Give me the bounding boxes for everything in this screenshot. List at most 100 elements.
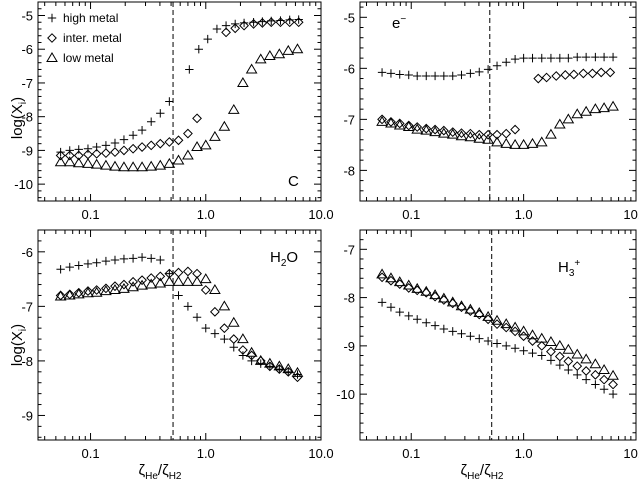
data-point <box>385 272 397 283</box>
data-point <box>284 367 293 377</box>
data-point <box>248 19 259 29</box>
data-point <box>56 265 65 274</box>
data-point <box>605 67 616 78</box>
data-point <box>230 23 241 34</box>
series-high-metal <box>56 253 302 379</box>
data-point <box>412 285 423 296</box>
data-point <box>482 133 494 144</box>
data-point <box>63 156 76 167</box>
y-tick-label: -8 <box>343 163 355 178</box>
data-point <box>100 159 112 170</box>
data-point <box>73 287 84 298</box>
xlabel-zeta: ζ <box>139 462 146 479</box>
data-point <box>119 254 129 264</box>
data-point <box>402 279 415 290</box>
data-point <box>492 319 502 330</box>
series-inter-metal <box>55 17 304 161</box>
data-point <box>293 370 302 379</box>
data-point <box>192 113 202 124</box>
data-point <box>385 117 397 128</box>
data-point <box>284 17 295 28</box>
data-point <box>154 159 167 170</box>
data-point <box>509 321 521 332</box>
xlabel-sub1: He <box>145 471 158 482</box>
data-point <box>475 67 484 77</box>
data-point <box>83 286 93 296</box>
data-point <box>128 131 138 140</box>
data-point <box>376 268 388 279</box>
data-point <box>109 160 121 171</box>
data-point <box>185 65 194 74</box>
ylabel-sub: i <box>18 102 29 104</box>
legend: high metal inter. metal low metal <box>46 11 122 65</box>
data-point <box>229 343 238 352</box>
data-point <box>411 282 424 293</box>
data-point <box>128 254 138 263</box>
data-point <box>101 283 111 294</box>
data-point <box>90 286 103 297</box>
data-point <box>91 148 102 159</box>
data-point <box>533 73 544 84</box>
data-point <box>560 70 571 80</box>
data-point <box>551 71 562 81</box>
data-point <box>73 150 84 161</box>
y-tick-label: -7 <box>21 76 33 91</box>
data-point <box>127 161 139 172</box>
data-point <box>136 161 148 172</box>
data-point <box>165 97 174 106</box>
data-point <box>448 327 457 336</box>
data-point <box>553 339 566 350</box>
x-tick-label: 0.1 <box>81 446 99 461</box>
data-point <box>239 20 249 31</box>
y-tick-label: -5 <box>343 10 355 25</box>
data-point <box>510 326 521 337</box>
data-point <box>518 331 529 342</box>
data-point <box>607 100 619 111</box>
data-point <box>146 273 157 283</box>
legend-marker <box>46 52 58 62</box>
data-point <box>183 128 193 139</box>
data-point <box>510 54 520 64</box>
data-point <box>136 279 148 290</box>
x-axis-title-left: ζHe/ζH2 <box>139 462 182 482</box>
data-point <box>127 281 139 292</box>
data-point <box>501 322 512 333</box>
data-point <box>282 44 295 55</box>
data-point <box>510 344 520 353</box>
data-point <box>395 307 404 317</box>
data-point <box>553 118 566 129</box>
data-point <box>199 273 212 284</box>
data-point <box>439 324 449 334</box>
data-point <box>377 272 387 283</box>
data-point <box>568 69 579 80</box>
data-point <box>500 318 513 329</box>
data-point <box>294 15 303 24</box>
data-point <box>473 132 486 143</box>
data-point <box>145 278 158 289</box>
data-point <box>502 341 511 351</box>
data-point <box>119 135 129 144</box>
y-tick-label: -9 <box>343 339 355 354</box>
data-point <box>572 361 583 372</box>
x-axis-title-right: ζHe/ζH2 <box>461 462 504 482</box>
data-point <box>283 366 294 377</box>
data-point <box>517 325 530 336</box>
legend-marker <box>47 33 57 43</box>
xlabel-sub2: H2 <box>491 471 504 482</box>
data-point <box>546 346 556 357</box>
ylabel-sub: i <box>18 329 29 331</box>
panel-3: 0.1 1.0 10.0 -9 -8 -7 -6 H2O <box>21 229 334 461</box>
panel-4: 0.1 1.0 10.0 -10 -9 -8 -7 H3+ <box>336 229 639 461</box>
data-point <box>492 61 502 70</box>
data-point <box>254 53 267 64</box>
data-point <box>377 114 387 125</box>
data-point <box>562 343 575 354</box>
data-point <box>535 136 548 147</box>
data-point <box>137 142 147 152</box>
data-point <box>82 157 94 168</box>
x-tick-label: 1.0 <box>515 446 533 461</box>
data-point <box>475 334 484 343</box>
data-point <box>403 120 414 131</box>
y-tick-label: -9 <box>21 143 33 158</box>
data-point <box>83 259 93 269</box>
